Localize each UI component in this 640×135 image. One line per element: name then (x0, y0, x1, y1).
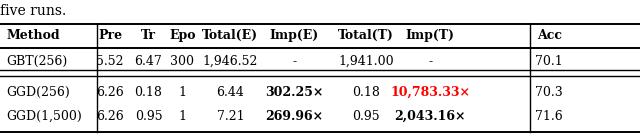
Text: 0.95: 0.95 (134, 110, 163, 123)
Text: Acc: Acc (536, 29, 562, 42)
Text: 6.26: 6.26 (96, 110, 124, 123)
Text: Pre: Pre (98, 29, 122, 42)
Text: 70.1: 70.1 (535, 55, 563, 68)
Text: 7.21: 7.21 (216, 110, 244, 123)
Text: GGD(256): GGD(256) (6, 86, 70, 99)
Text: -: - (292, 55, 296, 68)
Text: 10,783.33×: 10,783.33× (390, 86, 470, 99)
Text: 2,043.16×: 2,043.16× (394, 110, 466, 123)
Text: 70.3: 70.3 (535, 86, 563, 99)
Text: 6.47: 6.47 (134, 55, 163, 68)
Text: 71.6: 71.6 (535, 110, 563, 123)
Text: Total(E): Total(E) (202, 29, 259, 42)
Text: 300: 300 (170, 55, 195, 68)
Text: Tr: Tr (141, 29, 156, 42)
Text: 302.25×: 302.25× (265, 86, 324, 99)
Text: 1,946.52: 1,946.52 (203, 55, 258, 68)
Text: Imp(E): Imp(E) (270, 29, 319, 42)
Text: five runs.: five runs. (0, 4, 67, 18)
Text: 6.26: 6.26 (96, 86, 124, 99)
Text: 269.96×: 269.96× (266, 110, 323, 123)
Text: 0.95: 0.95 (352, 110, 380, 123)
Text: 1,941.00: 1,941.00 (339, 55, 394, 68)
Text: Imp(T): Imp(T) (406, 29, 454, 42)
Text: 0.18: 0.18 (352, 86, 380, 99)
Text: -: - (428, 55, 432, 68)
Text: GBT(256): GBT(256) (6, 55, 68, 68)
Text: 0.18: 0.18 (134, 86, 163, 99)
Text: 1: 1 (179, 86, 186, 99)
Text: GGD(1,500): GGD(1,500) (6, 110, 82, 123)
Text: Epo: Epo (169, 29, 196, 42)
Text: 6.44: 6.44 (216, 86, 244, 99)
Text: Method: Method (6, 29, 60, 42)
Text: 5.52: 5.52 (97, 55, 124, 68)
Text: Total(T): Total(T) (338, 29, 394, 42)
Text: 1: 1 (179, 110, 186, 123)
